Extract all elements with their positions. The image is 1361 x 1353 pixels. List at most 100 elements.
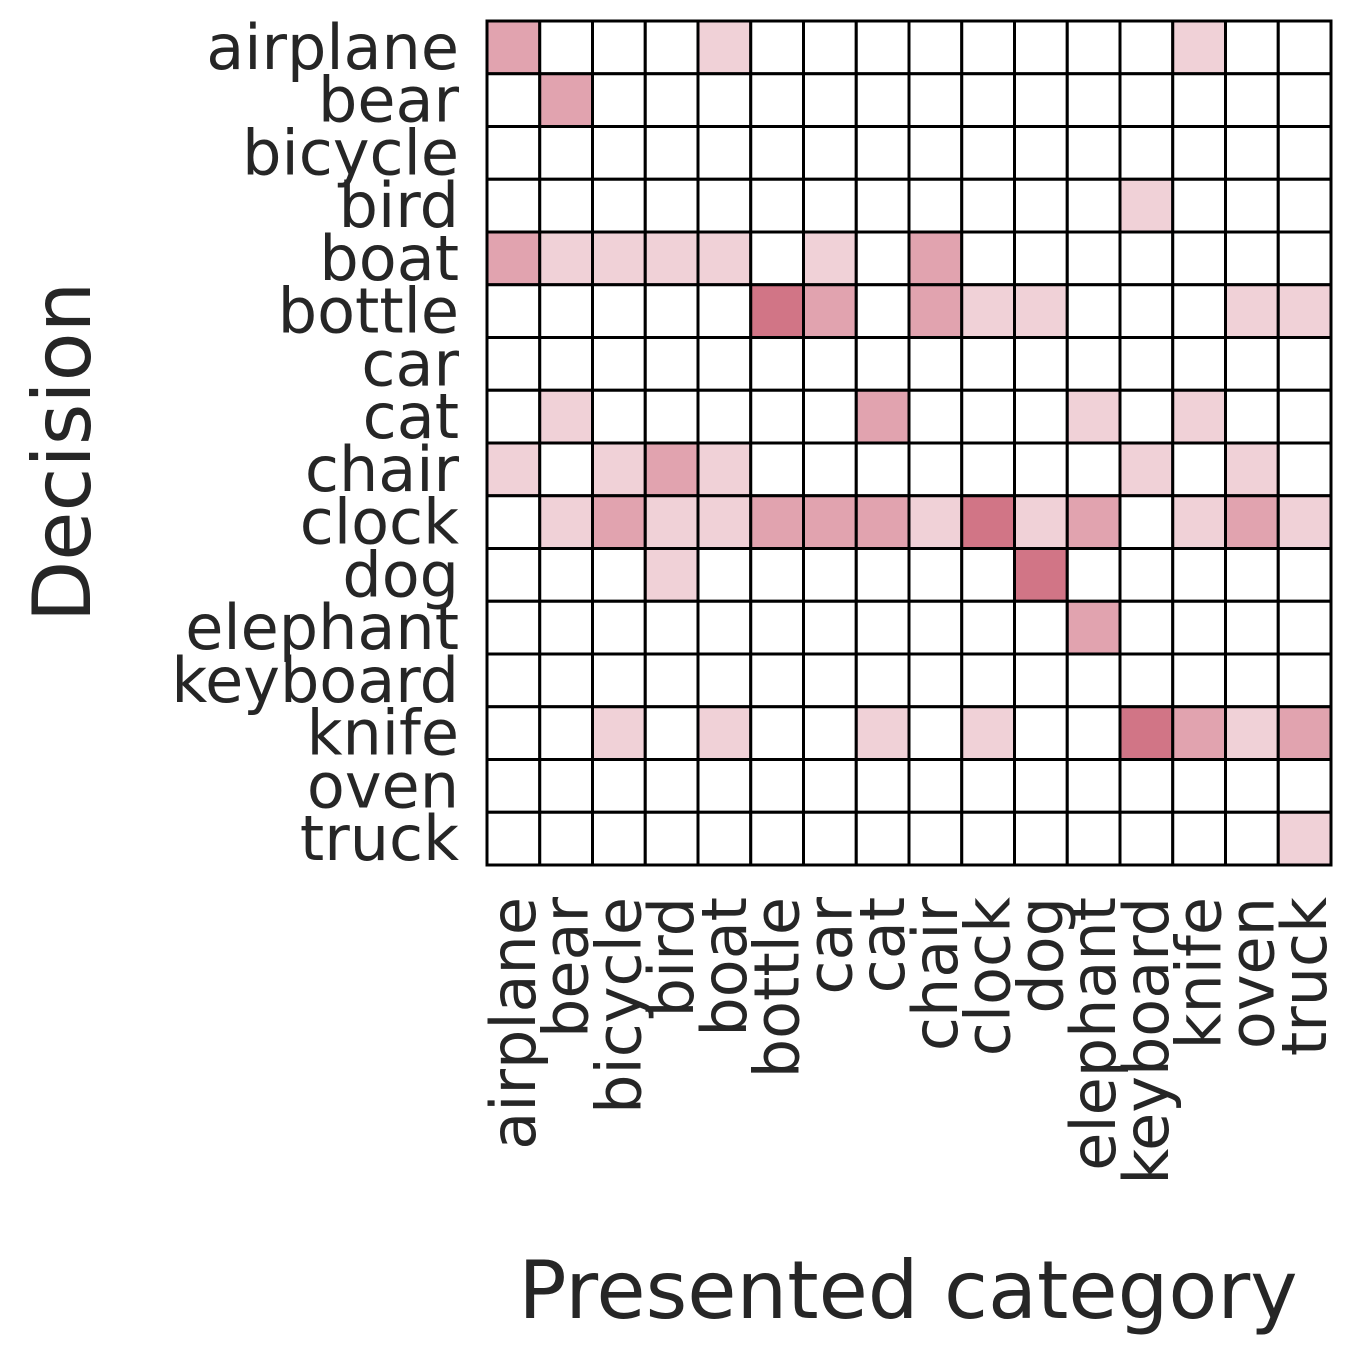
heatmap-cell-truck-bear	[538, 810, 594, 867]
heatmap-cell-bottle-chair	[907, 283, 964, 339]
heatmap-cell-dog-bottle	[749, 547, 805, 603]
heatmap-cell-airplane-clock	[960, 19, 1016, 76]
heatmap-cell-bear-knife	[1171, 72, 1227, 128]
heatmap-cell-keyboard-elephant	[1065, 652, 1122, 709]
heatmap-cell-knife-bear	[538, 705, 594, 761]
heatmap-cell-boat-bird	[643, 230, 700, 287]
y-tick-label-bottle: bottle	[278, 275, 459, 348]
heatmap-cell-clock-chair	[907, 494, 964, 550]
heatmap-cell-bicycle-elephant	[1065, 125, 1122, 181]
heatmap-cell-truck-airplane	[485, 810, 542, 867]
heatmap-cell-bear-bottle	[749, 72, 805, 128]
heatmap-cell-clock-keyboard	[1118, 494, 1175, 550]
heatmap-cell-keyboard-bicycle	[591, 652, 647, 709]
x-tick-label-knife: knife	[1163, 897, 1236, 1049]
x-tick-label-bottle: bottle	[741, 897, 814, 1078]
heatmap-cell-knife-chair	[907, 705, 964, 761]
heatmap-cell-dog-airplane	[485, 547, 542, 603]
heatmap-cell-dog-knife	[1171, 547, 1227, 603]
heatmap-cell-knife-airplane	[485, 705, 542, 761]
heatmap-cell-car-truck	[1276, 336, 1333, 392]
heatmap-cell-car-elephant	[1065, 336, 1122, 392]
heatmap-cell-oven-bird	[643, 758, 700, 814]
heatmap-cell-oven-knife	[1171, 758, 1227, 814]
heatmap-cell-chair-cat	[854, 441, 911, 498]
heatmap-cell-oven-boat	[696, 758, 753, 814]
heatmap-cell-car-knife	[1171, 336, 1227, 392]
x-tick-label-clock: clock	[952, 897, 1025, 1056]
heatmap-cell-airplane-bicycle	[591, 19, 647, 76]
heatmap-cell-elephant-chair	[907, 599, 964, 656]
heatmap-cell-cat-airplane	[485, 388, 542, 445]
heatmap-cell-clock-oven	[1224, 494, 1280, 550]
heatmap-cell-bottle-oven	[1224, 283, 1280, 339]
heatmap-cell-chair-bicycle	[591, 441, 647, 498]
heatmap-cell-chair-elephant	[1065, 441, 1122, 498]
heatmap-cell-bird-cat	[854, 177, 911, 234]
heatmap-cell-car-dog	[1013, 336, 1069, 392]
heatmap-cell-oven-bear	[538, 758, 594, 814]
heatmap-cell-airplane-chair	[907, 19, 964, 76]
heatmap-cell-knife-cat	[854, 705, 911, 761]
heatmap-cell-bird-chair	[907, 177, 964, 234]
y-tick-label-bicycle: bicycle	[242, 116, 459, 189]
heatmap-cell-bird-bottle	[749, 177, 805, 234]
heatmap-cell-oven-clock	[960, 758, 1016, 814]
heatmap-cell-cat-oven	[1224, 388, 1280, 445]
heatmap-cell-airplane-dog	[1013, 19, 1069, 76]
heatmap-cell-knife-bicycle	[591, 705, 647, 761]
heatmap-cell-chair-car	[802, 441, 858, 498]
y-tick-label-keyboard: keyboard	[171, 644, 459, 717]
heatmap-cell-chair-bottle	[749, 441, 805, 498]
heatmap-cell-knife-keyboard	[1118, 705, 1175, 761]
x-tick-label-bicycle: bicycle	[582, 897, 655, 1114]
heatmap-cell-bear-bear	[538, 72, 594, 128]
heatmap-cell-bicycle-airplane	[485, 125, 542, 181]
heatmap-cell-dog-chair	[907, 547, 964, 603]
y-tick-labels: airplanebearbicyclebirdboatbottlecarcatc…	[171, 11, 459, 875]
heatmap-cell-boat-car	[802, 230, 858, 287]
heatmap-cell-chair-dog	[1013, 441, 1069, 498]
heatmap-cell-elephant-truck	[1276, 599, 1333, 656]
heatmap-cell-elephant-bottle	[749, 599, 805, 656]
heatmap-cell-clock-knife	[1171, 494, 1227, 550]
heatmap-cell-chair-oven	[1224, 441, 1280, 498]
heatmap-cell-cat-bird	[643, 388, 700, 445]
heatmap-cell-truck-oven	[1224, 810, 1280, 867]
heatmap-cell-bear-cat	[854, 72, 911, 128]
heatmap-cell-boat-bicycle	[591, 230, 647, 287]
heatmap-cell-bear-bicycle	[591, 72, 647, 128]
heatmap-cell-keyboard-car	[802, 652, 858, 709]
heatmap-cell-truck-boat	[696, 810, 753, 867]
heatmap-cell-dog-clock	[960, 547, 1016, 603]
heatmap-cell-airplane-cat	[854, 19, 911, 76]
heatmap-cell-bottle-car	[802, 283, 858, 339]
heatmap-cell-elephant-oven	[1224, 599, 1280, 656]
y-tick-label-cat: cat	[363, 380, 459, 453]
heatmap-cell-bear-airplane	[485, 72, 542, 128]
heatmap-cell-airplane-elephant	[1065, 19, 1122, 76]
heatmap-cell-truck-bird	[643, 810, 700, 867]
heatmap-cell-bird-keyboard	[1118, 177, 1175, 234]
heatmap-cell-bicycle-chair	[907, 125, 964, 181]
heatmap-cell-dog-oven	[1224, 547, 1280, 603]
heatmap-cell-cat-car	[802, 388, 858, 445]
heatmap-cell-bear-chair	[907, 72, 964, 128]
heatmap-cell-elephant-bird	[643, 599, 700, 656]
heatmap-cell-oven-chair	[907, 758, 964, 814]
heatmap-cell-oven-elephant	[1065, 758, 1122, 814]
heatmap-cell-elephant-keyboard	[1118, 599, 1175, 656]
heatmap-cell-cat-keyboard	[1118, 388, 1175, 445]
x-tick-labels: airplanebearbicyclebirdboatbottlecarcatc…	[477, 896, 1341, 1184]
heatmap-cell-car-bear	[538, 336, 594, 392]
heatmap-cell-elephant-cat	[854, 599, 911, 656]
heatmap-cell-boat-oven	[1224, 230, 1280, 287]
heatmap-cell-truck-cat	[854, 810, 911, 867]
heatmap-cell-keyboard-bottle	[749, 652, 805, 709]
heatmap-cell-oven-truck	[1276, 758, 1333, 814]
heatmap-cell-elephant-clock	[960, 599, 1016, 656]
heatmap-cell-cat-bear	[538, 388, 594, 445]
x-tick-label-boat: boat	[688, 897, 761, 1037]
x-tick-label-bird: bird	[635, 897, 708, 1017]
heatmap-cell-airplane-keyboard	[1118, 19, 1175, 76]
